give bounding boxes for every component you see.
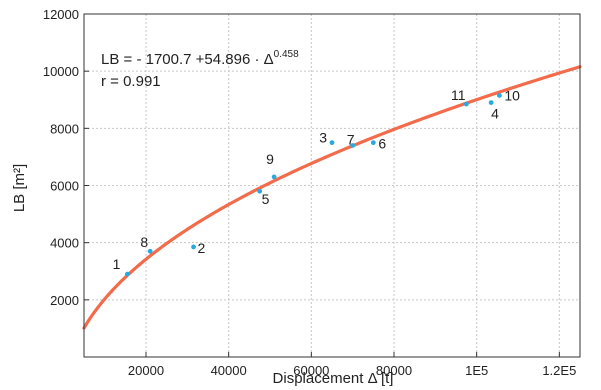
x-tick-label: 20000 (128, 363, 164, 378)
x-tick-label: 1.2E5 (542, 363, 576, 378)
data-point-11: 11 (451, 87, 469, 107)
data-point-marker (350, 143, 356, 148)
data-point-label: 2 (198, 240, 206, 256)
fit-curve-layer (82, 65, 582, 330)
x-axis-label: Displacement Δ [t] (273, 370, 394, 387)
data-point-marker (125, 271, 130, 277)
data-point-label: 6 (378, 136, 386, 152)
fit-curve (82, 65, 582, 330)
data-point-label: 5 (262, 191, 270, 207)
x-axis-ticks: 20000 40000 60000 80000 1E5 1.2E5 (128, 352, 576, 378)
data-point-7: 7 (347, 131, 356, 148)
data-point-1: 1 (113, 256, 130, 277)
x-tick-label: 1E5 (465, 363, 488, 378)
x-tick-label: 40000 (211, 363, 247, 378)
data-point-6: 6 (370, 136, 386, 152)
data-point-marker (271, 174, 277, 180)
data-point-marker (488, 100, 494, 106)
data-point-label: 7 (347, 131, 355, 147)
data-point-marker (497, 93, 502, 98)
y-tick-label: 6000 (50, 179, 79, 194)
data-point-label: 8 (140, 234, 148, 250)
data-point-marker (257, 188, 263, 194)
data-point-label: 3 (319, 130, 327, 146)
data-point-8: 8 (140, 234, 153, 254)
data-point-4: 4 (488, 100, 499, 122)
data-point-marker (329, 140, 335, 146)
data-point-3: 3 (319, 130, 335, 146)
data-point-marker (147, 248, 153, 254)
y-tick-label: 8000 (50, 121, 79, 136)
y-tick-label: 12000 (43, 7, 79, 22)
data-point-9: 9 (266, 151, 277, 180)
data-point-2: 2 (191, 240, 206, 256)
data-point-label: 1 (113, 256, 121, 272)
fit-equation: LB = - 1700.7 +54.896 · Δ0.458 (101, 49, 299, 68)
data-point-label: 4 (491, 106, 499, 122)
data-point-10: 10 (497, 87, 520, 103)
data-point-marker (370, 140, 376, 146)
data-point-marker (191, 244, 196, 250)
data-point-label: 9 (266, 151, 274, 167)
grid (84, 14, 580, 357)
x-tick-label: 60000 (293, 363, 329, 378)
y-axis-ticks: 2000 4000 6000 8000 10000 12000 (43, 7, 89, 308)
data-point-label: 11 (451, 87, 466, 103)
y-tick-label: 2000 (50, 293, 79, 308)
y-axis-label: LB [m²] (11, 164, 28, 212)
data-point-5: 5 (257, 188, 270, 207)
fit-equation-exponent: 0.458 (274, 49, 299, 60)
correlation-label: r = 0.991 (101, 73, 161, 90)
data-points: 1 2 3 4 5 6 7 8 9 10 11 (113, 87, 520, 277)
y-tick-label: 10000 (43, 64, 79, 79)
data-point-marker (463, 101, 469, 107)
y-tick-label: 4000 (50, 236, 79, 251)
x-tick-label: 80000 (376, 363, 412, 378)
data-point-label: 10 (504, 87, 520, 103)
